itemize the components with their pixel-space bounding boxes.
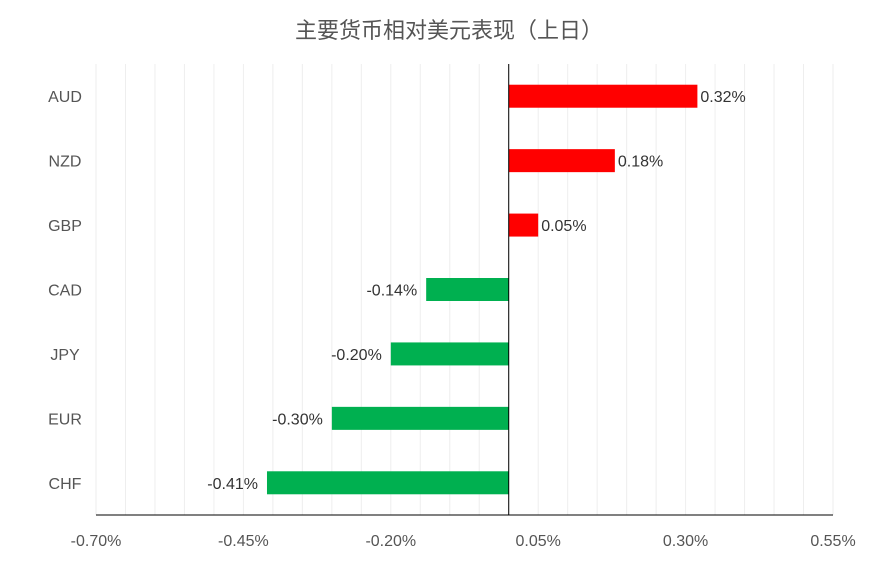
x-tick-label: 0.55% <box>810 533 855 550</box>
x-tick-label: -0.20% <box>365 533 416 550</box>
data-labels: 0.32% 0.18% 0.05% -0.14% -0.20% -0.30% -0.41% <box>207 89 745 493</box>
data-label-cad: -0.14% <box>366 283 417 300</box>
bar-nzd <box>508 149 615 173</box>
category-label-aud: AUD <box>48 89 82 106</box>
data-label-gbp: 0.05% <box>541 218 586 235</box>
category-label-chf: CHF <box>49 476 82 493</box>
x-tick-label: -0.70% <box>71 533 122 550</box>
data-label-chf: -0.41% <box>207 476 258 493</box>
x-tick-label: 0.05% <box>516 533 561 550</box>
category-label-nzd: NZD <box>49 154 82 171</box>
category-label-eur: EUR <box>48 411 82 428</box>
axes <box>96 64 833 516</box>
bar-cad <box>426 278 509 301</box>
category-label-jpy: JPY <box>50 347 80 364</box>
bar-gbp <box>508 213 539 237</box>
chart-title: 主要货币相对美元表现（上日） <box>295 19 603 44</box>
category-label-gbp: GBP <box>48 218 82 235</box>
data-label-aud: 0.32% <box>700 89 745 106</box>
category-label-cad: CAD <box>48 283 82 300</box>
x-tick-label: 0.30% <box>663 533 708 550</box>
bar-chf <box>266 471 509 495</box>
x-tick-labels: -0.70% -0.45% -0.20% 0.05% 0.30% 0.55% <box>71 533 856 550</box>
data-label-nzd: 0.18% <box>618 154 663 171</box>
bar-aud <box>508 84 698 108</box>
category-labels: AUD NZD GBP CAD JPY EUR CHF <box>48 89 82 493</box>
x-tick-label: -0.45% <box>218 533 269 550</box>
data-label-jpy: -0.20% <box>331 347 382 364</box>
data-label-eur: -0.30% <box>272 411 323 428</box>
bars <box>266 84 698 495</box>
bar-eur <box>331 406 509 430</box>
bar-jpy <box>390 342 509 366</box>
